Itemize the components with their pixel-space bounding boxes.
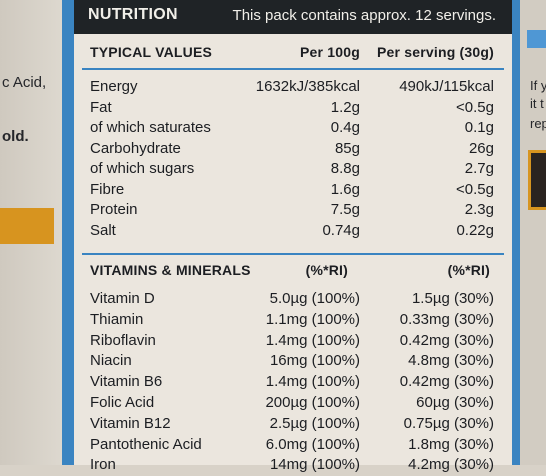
vitamins-header-row: VITAMINS & MINERALS (%*RI) (%*RI) [90, 262, 498, 282]
per-serving-value: 0.22g [456, 221, 494, 239]
typical-values-heading: TYPICAL VALUES [90, 44, 213, 60]
left-orange-band [0, 208, 54, 244]
per-serving-value: 0.42mg (30%) [399, 373, 494, 391]
per-serving-value: 4.8mg (30%) [408, 352, 494, 370]
nutrient-name: Vitamin D [90, 290, 155, 307]
per-serving-value: 26g [468, 139, 494, 157]
nutrition-header-bar: NUTRITION This pack contains approx. 12 … [74, 0, 512, 34]
per-serving-value: 0.33mg (30%) [399, 310, 494, 328]
per-100g-value: 7.5g [330, 201, 360, 218]
nutrient-name: Energy [90, 78, 138, 95]
per-100g-value: 16mg (100%) [269, 352, 360, 370]
vitamins-heading: VITAMINS & MINERALS [90, 262, 251, 278]
left-packaging-text-2: old. [2, 128, 29, 145]
typical-row: Carbohydrate 85g 26g [90, 140, 498, 160]
nutrition-panel [74, 34, 512, 465]
typical-row: Energy 1632kJ/385kcal 490kJ/115kcal [90, 78, 498, 98]
per-100g-value: 6.0mg (100%) [265, 435, 360, 453]
per-serving-value: 0.75µg (30%) [403, 414, 494, 432]
per-serving-value: 1.8mg (30%) [408, 435, 494, 453]
per-100g-value: 0.74g [322, 221, 360, 239]
vitamins-row: Pantothenic Acid 6.0mg (100%) 1.8mg (30%) [90, 436, 498, 456]
nutrient-name: Fat [90, 98, 112, 116]
per-serving-heading: Per serving (30g) [377, 44, 494, 60]
per-100g-value: 85g [334, 139, 360, 157]
per-100g-value: 1.2g [330, 98, 360, 116]
typical-row: Salt 0.74g 0.22g [90, 222, 498, 242]
nutrient-name: of which saturates [90, 119, 211, 136]
nutrient-name: Vitamin B12 [90, 414, 171, 432]
per-100g-value: 2.5µg (100%) [269, 414, 360, 432]
per-100g-value: 1.4mg (100%) [265, 331, 360, 349]
typical-values-header-row: TYPICAL VALUES Per 100g Per serving (30g… [90, 44, 498, 64]
per-100g-value: 8.8g [330, 160, 360, 177]
nutrient-name: Niacin [90, 352, 132, 370]
typical-row: Fat 1.2g <0.5g [90, 99, 498, 119]
right-blue-block [527, 30, 546, 48]
nutrient-name: Carbohydrate [90, 139, 181, 157]
typical-divider [82, 68, 504, 70]
per-serving-value: <0.5g [456, 180, 494, 198]
per-100g-value: 1632kJ/385kcal [255, 78, 360, 95]
nutrient-name: Pantothenic Acid [90, 435, 202, 453]
vitamins-row: Iron 14mg (100%) 4.2mg (30%) [90, 456, 498, 476]
vitamins-row: Thiamin 1.1mg (100%) 0.33mg (30%) [90, 311, 498, 331]
typical-row: of which sugars 8.8g 2.7g [90, 160, 498, 180]
vitamins-row: Riboflavin 1.4mg (100%) 0.42mg (30%) [90, 332, 498, 352]
right-packaging-text-1: If y [530, 78, 546, 93]
right-packaging-text-2: it t [530, 96, 544, 111]
nutrient-name: Salt [90, 221, 116, 239]
right-packaging-strip [520, 0, 546, 465]
per-100g-value: 200µg (100%) [265, 394, 360, 411]
servings-note: This pack contains approx. 12 servings. [232, 7, 496, 24]
per-100g-value: 1.6g [330, 180, 360, 198]
per-100g-value: 0.4g [330, 119, 360, 136]
nutrition-title: NUTRITION [88, 6, 178, 23]
per-100g-value: 1.4mg (100%) [265, 373, 360, 391]
vitamins-row: Vitamin D 5.0µg (100%) 1.5µg (30%) [90, 290, 498, 310]
typical-row: Protein 7.5g 2.3g [90, 201, 498, 221]
nutrient-name: Fibre [90, 180, 125, 198]
right-orange-block [528, 150, 546, 210]
nutrient-name: Thiamin [90, 310, 144, 328]
per-100g-value: 5.0µg (100%) [269, 290, 360, 307]
vitamins-divider [82, 253, 504, 255]
vitamins-ri-heading-2: (%*RI) [447, 262, 490, 278]
vitamins-row: Folic Acid 200µg (100%) 60µg (30%) [90, 394, 498, 414]
per-serving-value: 1.5µg (30%) [411, 290, 494, 307]
per-100g-heading: Per 100g [300, 44, 360, 60]
typical-row: of which saturates 0.4g 0.1g [90, 119, 498, 139]
nutrient-name: Folic Acid [90, 394, 155, 411]
per-serving-value: 60µg (30%) [416, 394, 494, 411]
per-serving-value: 0.1g [464, 119, 494, 136]
typical-row: Fibre 1.6g <0.5g [90, 181, 498, 201]
vitamins-row: Vitamin B6 1.4mg (100%) 0.42mg (30%) [90, 373, 498, 393]
per-serving-value: <0.5g [456, 98, 494, 116]
vitamins-row: Vitamin B12 2.5µg (100%) 0.75µg (30%) [90, 415, 498, 435]
right-packaging-text-3: rep [530, 116, 546, 131]
nutrient-name: Protein [90, 201, 138, 218]
vitamins-row: Niacin 16mg (100%) 4.8mg (30%) [90, 352, 498, 372]
left-packaging-text-1: c Acid, [2, 74, 47, 91]
nutrient-name: Vitamin B6 [90, 373, 163, 391]
per-100g-value: 1.1mg (100%) [265, 310, 360, 328]
nutrient-name: Riboflavin [90, 331, 156, 349]
nutrient-name: of which sugars [90, 160, 195, 177]
per-serving-value: 2.7g [464, 160, 494, 177]
per-serving-value: 490kJ/115kcal [399, 78, 494, 95]
vitamins-ri-heading-1: (%*RI) [305, 262, 348, 278]
per-serving-value: 2.3g [464, 201, 494, 218]
per-serving-value: 0.42mg (30%) [399, 331, 494, 349]
